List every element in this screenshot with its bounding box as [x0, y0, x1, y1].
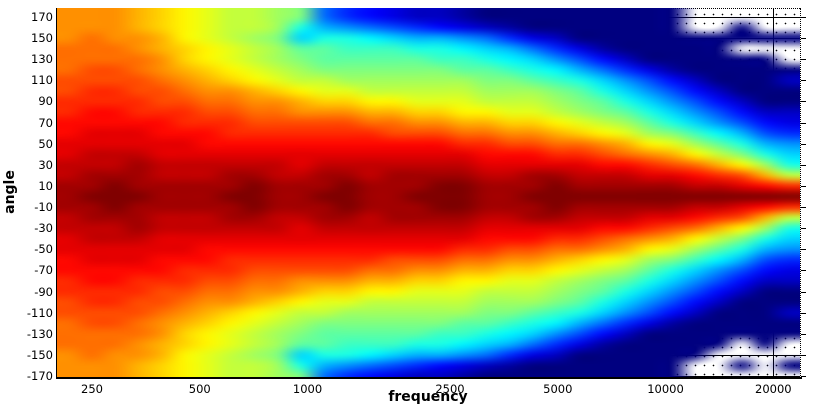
- y-tick-label: 170: [31, 10, 53, 24]
- right-tick-mark: [801, 270, 806, 272]
- y-tick-label: -10: [34, 200, 53, 215]
- right-tick-mark: [801, 354, 806, 356]
- x-tick-label: 250: [81, 382, 103, 396]
- x-tick-label: 20000: [755, 382, 792, 396]
- y-tick-label: -70: [34, 263, 53, 278]
- y-tick-label: -150: [26, 347, 53, 362]
- x-tick-label: 500: [188, 382, 211, 396]
- y-tick-label: -170: [26, 369, 53, 383]
- y-tick-label: -130: [26, 326, 53, 341]
- right-tick-mark: [801, 80, 806, 82]
- right-tick-mark: [801, 312, 806, 314]
- y-tick-label: 150: [31, 31, 53, 46]
- right-tick-mark: [801, 291, 806, 293]
- right-tick-mark: [801, 249, 806, 251]
- y-tick-label: -110: [26, 305, 53, 320]
- right-tick-mark: [801, 101, 806, 103]
- y-tick-label: 130: [31, 52, 53, 67]
- y-axis-title: angle: [2, 170, 18, 214]
- y-tick-label: 50: [38, 136, 53, 151]
- y-tick-label: 30: [38, 157, 53, 172]
- y-tick-label: -90: [34, 284, 53, 299]
- y-tick-label: 10: [38, 178, 53, 193]
- x-tick-label: 5000: [543, 382, 573, 396]
- axis-spine-left: [56, 8, 57, 379]
- right-tick-mark: [801, 164, 806, 166]
- x-tick-label: 1000: [292, 382, 323, 396]
- y-tick-label: 110: [31, 73, 53, 88]
- right-tick-mark: [801, 185, 806, 187]
- y-tick-label: -30: [34, 221, 53, 236]
- right-tick-mark: [801, 59, 806, 61]
- axis-spine-right: [800, 8, 801, 378]
- right-tick-mark: [801, 333, 806, 335]
- x-tick-label: 2500: [435, 382, 465, 396]
- right-tick-mark: [801, 143, 806, 145]
- right-tick-mark: [801, 376, 806, 377]
- right-tick-mark: [801, 38, 806, 40]
- right-tick-mark: [801, 17, 806, 18]
- right-tick-mark: [801, 207, 806, 209]
- axis-spine-bottom: [56, 377, 802, 379]
- y-tick-label: 70: [38, 115, 53, 130]
- right-tick-mark: [801, 122, 806, 124]
- y-tick-label: -50: [34, 242, 53, 257]
- x-axis-title: frequency: [388, 389, 468, 405]
- y-tick-label: 90: [38, 94, 53, 109]
- right-tick-mark: [801, 228, 806, 230]
- x-tick-label: 10000: [647, 382, 684, 396]
- heatmap-canvas: [57, 8, 800, 378]
